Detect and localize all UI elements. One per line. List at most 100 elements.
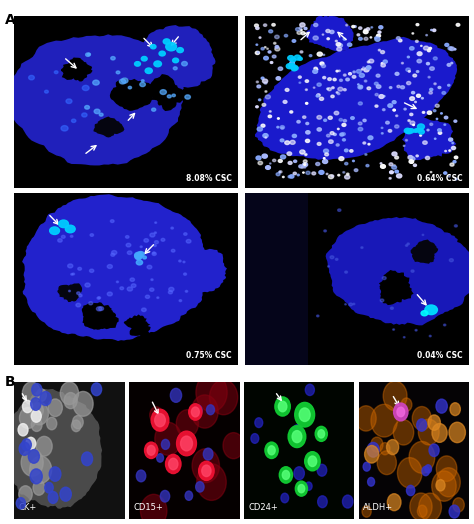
Circle shape: [432, 423, 447, 442]
Circle shape: [390, 171, 393, 173]
Circle shape: [306, 171, 310, 174]
Circle shape: [407, 82, 411, 85]
Circle shape: [426, 35, 428, 36]
Circle shape: [290, 111, 293, 113]
Circle shape: [116, 71, 120, 74]
Circle shape: [345, 271, 347, 273]
Circle shape: [36, 389, 46, 401]
Circle shape: [324, 149, 328, 153]
Circle shape: [281, 493, 289, 503]
Circle shape: [153, 252, 155, 254]
Circle shape: [397, 457, 422, 488]
Circle shape: [317, 52, 322, 56]
Circle shape: [99, 113, 103, 116]
Circle shape: [356, 70, 361, 73]
Circle shape: [16, 498, 26, 509]
Circle shape: [336, 70, 338, 72]
Circle shape: [317, 464, 327, 476]
Circle shape: [169, 287, 174, 291]
Circle shape: [343, 171, 345, 173]
Circle shape: [166, 42, 176, 51]
Circle shape: [189, 404, 202, 420]
Circle shape: [387, 494, 401, 511]
Circle shape: [452, 143, 454, 144]
Circle shape: [338, 87, 343, 91]
Circle shape: [179, 300, 182, 302]
Circle shape: [82, 452, 92, 466]
Circle shape: [448, 176, 450, 177]
Circle shape: [365, 154, 367, 155]
Circle shape: [358, 122, 362, 125]
Circle shape: [354, 169, 358, 171]
Circle shape: [397, 85, 400, 88]
Circle shape: [150, 288, 154, 291]
Circle shape: [323, 160, 328, 163]
Circle shape: [48, 399, 63, 417]
Circle shape: [388, 104, 392, 107]
Circle shape: [378, 49, 381, 51]
Circle shape: [410, 113, 413, 116]
Circle shape: [429, 91, 432, 94]
Circle shape: [151, 279, 153, 280]
Circle shape: [30, 469, 42, 484]
Circle shape: [300, 150, 305, 154]
Circle shape: [183, 273, 187, 275]
Circle shape: [90, 269, 94, 272]
Circle shape: [449, 138, 453, 141]
Circle shape: [403, 336, 405, 338]
Circle shape: [277, 126, 279, 128]
Circle shape: [438, 129, 441, 132]
Circle shape: [136, 256, 139, 260]
Text: 0.64% CSC: 0.64% CSC: [417, 173, 463, 182]
Circle shape: [19, 408, 36, 429]
Circle shape: [197, 464, 226, 500]
Circle shape: [366, 28, 370, 30]
Circle shape: [454, 120, 457, 122]
Circle shape: [393, 109, 395, 111]
Circle shape: [255, 24, 258, 27]
Circle shape: [337, 209, 341, 211]
Circle shape: [409, 441, 435, 473]
Circle shape: [363, 142, 365, 144]
Circle shape: [435, 138, 436, 139]
Circle shape: [376, 34, 381, 37]
Circle shape: [361, 69, 363, 70]
Circle shape: [258, 99, 261, 101]
Circle shape: [333, 133, 336, 136]
Circle shape: [298, 76, 301, 78]
Circle shape: [287, 152, 292, 156]
Circle shape: [127, 287, 133, 291]
Circle shape: [301, 150, 302, 152]
Circle shape: [279, 171, 281, 172]
Circle shape: [397, 174, 402, 178]
Circle shape: [199, 461, 214, 481]
Circle shape: [308, 456, 317, 466]
Circle shape: [171, 249, 175, 252]
Circle shape: [285, 89, 289, 91]
Circle shape: [327, 38, 329, 40]
Circle shape: [362, 506, 371, 517]
Circle shape: [313, 87, 315, 88]
Circle shape: [426, 156, 429, 160]
Circle shape: [272, 55, 276, 58]
Circle shape: [119, 79, 126, 84]
Circle shape: [325, 153, 328, 156]
Circle shape: [167, 95, 171, 98]
Circle shape: [165, 454, 181, 474]
Circle shape: [192, 449, 219, 483]
Circle shape: [210, 380, 237, 415]
Circle shape: [346, 173, 349, 175]
Circle shape: [389, 178, 391, 179]
Circle shape: [256, 81, 258, 83]
Bar: [245, 193, 308, 365]
Circle shape: [363, 67, 365, 68]
Circle shape: [278, 67, 283, 70]
Circle shape: [433, 57, 437, 60]
Circle shape: [366, 165, 369, 167]
Circle shape: [314, 24, 318, 27]
Circle shape: [314, 67, 318, 70]
Circle shape: [136, 256, 141, 259]
Circle shape: [404, 108, 406, 110]
Circle shape: [279, 467, 292, 483]
Circle shape: [45, 483, 53, 493]
